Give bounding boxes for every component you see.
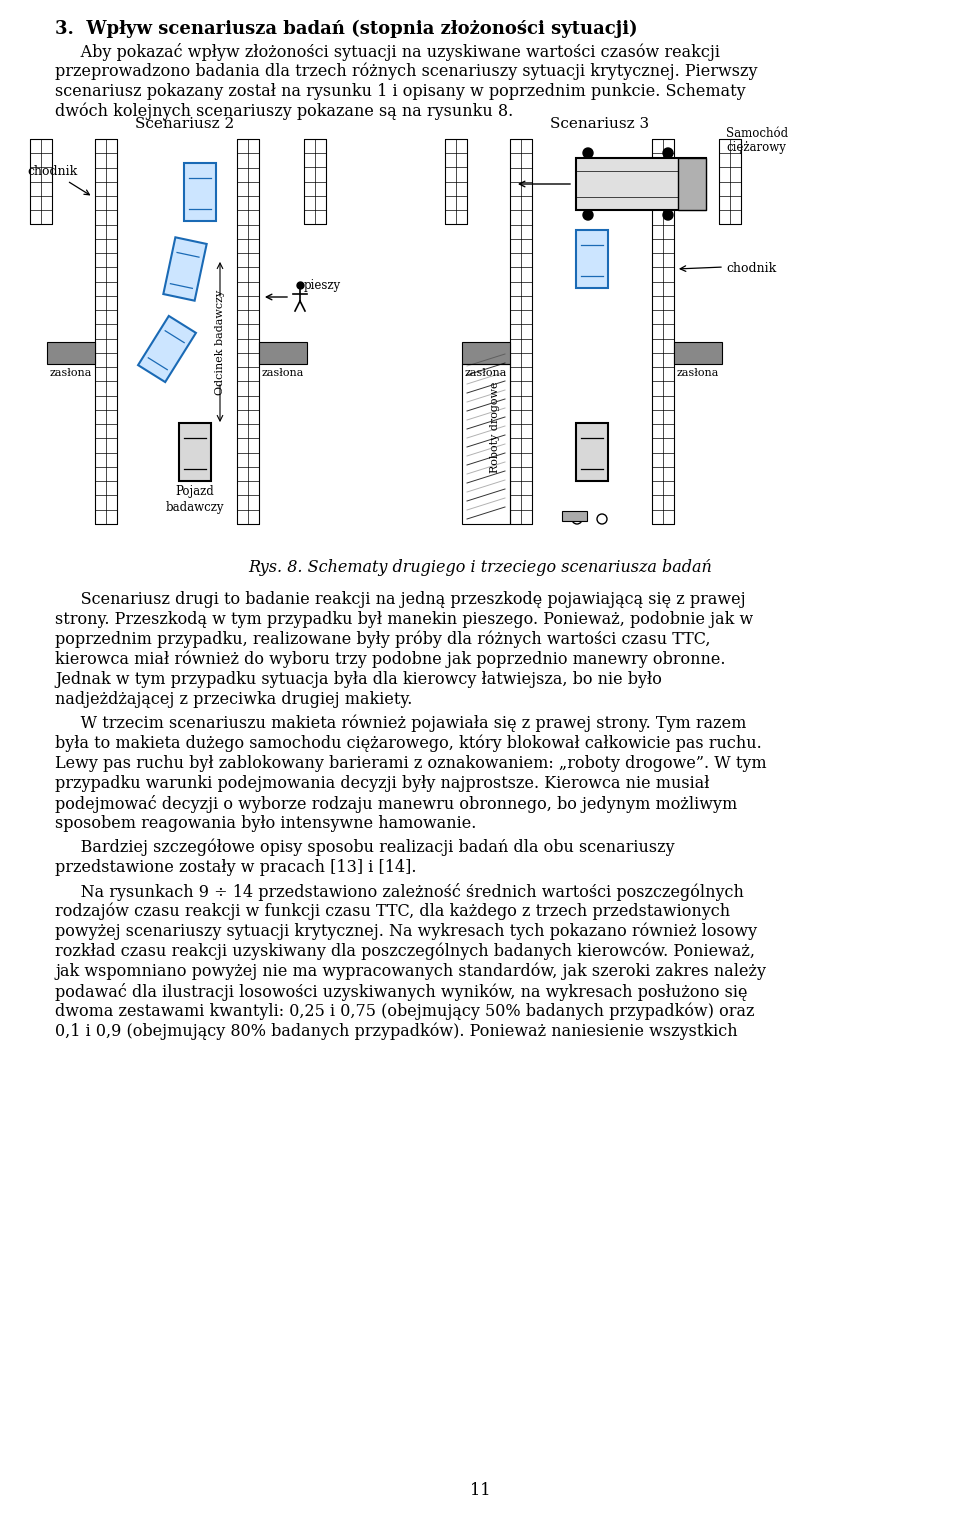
Bar — [445, 139, 467, 224]
Text: Odcinek badawczy: Odcinek badawczy — [215, 290, 225, 394]
Text: chodnik: chodnik — [27, 165, 89, 195]
Text: przedstawione zostały w pracach [13] i [14].: przedstawione zostały w pracach [13] i [… — [55, 860, 417, 876]
Text: Bardziej szczegółowe opisy sposobu realizacji badań dla obu scenariuszy: Bardziej szczegółowe opisy sposobu reali… — [55, 838, 675, 857]
Circle shape — [572, 515, 582, 524]
Bar — [562, 512, 587, 521]
Text: rodzajów czasu reakcji w funkcji czasu TTC, dla każdego z trzech przedstawionych: rodzajów czasu reakcji w funkcji czasu T… — [55, 902, 731, 921]
Circle shape — [583, 211, 593, 220]
Text: ciężarowy: ciężarowy — [726, 140, 786, 154]
Text: Scenariusz drugi to badanie reakcji na jedną przeszkodę pojawiającą się z prawej: Scenariusz drugi to badanie reakcji na j… — [55, 591, 746, 608]
Bar — [719, 139, 741, 224]
Circle shape — [583, 148, 593, 157]
Text: strony. Przeszkodą w tym przypadku był manekin pieszego. Ponieważ, podobnie jak : strony. Przeszkodą w tym przypadku był m… — [55, 611, 754, 628]
Bar — [95, 139, 117, 524]
Text: Jednak w tym przypadku sytuacja była dla kierowcy łatwiejsza, bo nie było: Jednak w tym przypadku sytuacja była dla… — [55, 670, 661, 689]
Polygon shape — [163, 237, 206, 301]
Polygon shape — [184, 163, 216, 221]
Bar — [510, 139, 532, 524]
Circle shape — [663, 211, 673, 220]
Bar — [674, 342, 722, 363]
Text: przypadku warunki podejmowania decyzji były najprostsze. Kierowca nie musiał: przypadku warunki podejmowania decyzji b… — [55, 776, 709, 793]
Text: powyżej scenariuszy sytuacji krytycznej. Na wykresach tych pokazano również loso: powyżej scenariuszy sytuacji krytycznej.… — [55, 922, 757, 941]
Text: Scenariusz 3: Scenariusz 3 — [550, 118, 650, 131]
Bar — [259, 342, 307, 363]
Text: Lewy pas ruchu był zablokowany barierami z oznakowaniem: „roboty drogowe”. W tym: Lewy pas ruchu był zablokowany barierami… — [55, 754, 767, 773]
Bar — [30, 139, 95, 224]
Text: Scenariusz 2: Scenariusz 2 — [135, 118, 234, 131]
Text: 0,1 i 0,9 (obejmujący 80% badanych przypadków). Ponieważ naniesienie wszystkich: 0,1 i 0,9 (obejmujący 80% badanych przyp… — [55, 1023, 737, 1040]
Text: Pojazd: Pojazd — [176, 486, 214, 498]
Text: dwóch kolejnych scenariuszy pokazane są na rysunku 8.: dwóch kolejnych scenariuszy pokazane są … — [55, 102, 514, 121]
Text: pieszy: pieszy — [304, 279, 341, 292]
Text: zasłona: zasłona — [465, 368, 507, 379]
Bar — [462, 363, 510, 524]
Text: była to makieta dużego samochodu ciężarowego, który blokował całkowicie pas ruch: była to makieta dużego samochodu ciężaro… — [55, 734, 761, 753]
Text: dwoma zestawami kwantyli: 0,25 i 0,75 (obejmujący 50% badanych przypadków) oraz: dwoma zestawami kwantyli: 0,25 i 0,75 (o… — [55, 1003, 755, 1020]
Bar — [576, 157, 706, 211]
Text: Roboty drogowe: Roboty drogowe — [490, 382, 500, 473]
Bar — [259, 139, 324, 224]
Text: 11: 11 — [469, 1483, 491, 1500]
Circle shape — [663, 148, 673, 157]
Text: badawczy: badawczy — [166, 501, 225, 515]
Text: Samochód: Samochód — [726, 127, 788, 140]
Polygon shape — [138, 316, 196, 382]
Polygon shape — [576, 423, 608, 481]
Text: nadjeżdżającej z przeciwka drugiej makiety.: nadjeżdżającej z przeciwka drugiej makie… — [55, 692, 413, 709]
Text: przeprowadzono badania dla trzech różnych scenariuszy sytuacji krytycznej. Pierw: przeprowadzono badania dla trzech różnyc… — [55, 63, 757, 81]
Text: 3.  Wpływ scenariusza badań (stopnia złożoności sytuacji): 3. Wpływ scenariusza badań (stopnia złoż… — [55, 20, 637, 38]
Bar — [652, 139, 674, 524]
Bar — [30, 139, 52, 224]
Text: podejmować decyzji o wyborze rodzaju manewru obronnego, bo jedynym możliwym: podejmować decyzji o wyborze rodzaju man… — [55, 796, 737, 812]
Bar — [47, 342, 95, 363]
Bar — [462, 342, 510, 363]
Bar — [237, 139, 259, 524]
Text: Rys. 8. Schematy drugiego i trzeciego scenariusza badań: Rys. 8. Schematy drugiego i trzeciego sc… — [248, 559, 712, 576]
Text: zasłona: zasłona — [50, 368, 92, 379]
Text: sposobem reagowania było intensywne hamowanie.: sposobem reagowania było intensywne hamo… — [55, 815, 476, 832]
Text: rozkład czasu reakcji uzyskiwany dla poszczególnych badanych kierowców. Ponieważ: rozkład czasu reakcji uzyskiwany dla pos… — [55, 944, 755, 960]
Bar — [304, 139, 326, 224]
Polygon shape — [576, 231, 608, 289]
Text: podawać dla ilustracji losowości uzyskiwanych wyników, na wykresach posłużono si: podawać dla ilustracji losowości uzyskiw… — [55, 983, 748, 1002]
Text: zasłona: zasłona — [677, 368, 719, 379]
Text: kierowca miał również do wyboru trzy podobne jak poprzednio manewry obronne.: kierowca miał również do wyboru trzy pod… — [55, 651, 726, 669]
Text: poprzednim przypadku, realizowane były próby dla różnych wartości czasu TTC,: poprzednim przypadku, realizowane były p… — [55, 631, 710, 649]
Text: zasłona: zasłona — [262, 368, 304, 379]
Text: Aby pokazać wpływ złożoności sytuacji na uzyskiwane wartości czasów reakcji: Aby pokazać wpływ złożoności sytuacji na… — [55, 43, 720, 61]
Text: Na rysunkach 9 ÷ 14 przedstawiono zależność średnich wartości poszczególnych: Na rysunkach 9 ÷ 14 przedstawiono zależn… — [55, 883, 744, 901]
Text: jak wspomniano powyżej nie ma wypracowanych standardów, jak szeroki zakres należ: jak wspomniano powyżej nie ma wypracowan… — [55, 964, 766, 980]
Circle shape — [597, 515, 607, 524]
Polygon shape — [179, 423, 211, 481]
Bar — [678, 157, 706, 211]
Text: W trzecim scenariuszu makieta również pojawiała się z prawej strony. Tym razem: W trzecim scenariuszu makieta również po… — [55, 715, 746, 733]
Text: chodnik: chodnik — [726, 263, 777, 275]
Text: scenariusz pokazany został na rysunku 1 i opisany w poprzednim punkcie. Schematy: scenariusz pokazany został na rysunku 1 … — [55, 82, 746, 99]
